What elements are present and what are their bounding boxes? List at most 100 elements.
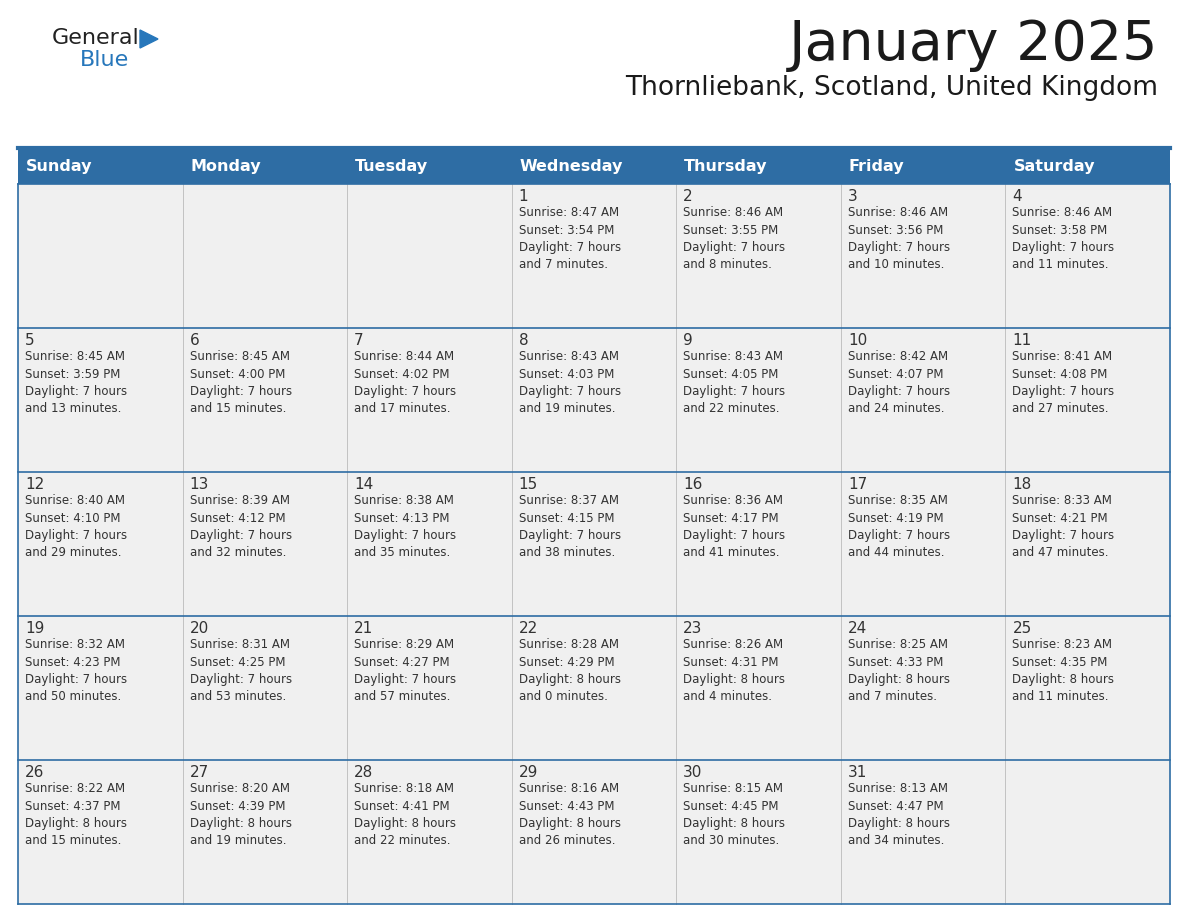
Text: 2: 2 <box>683 189 693 204</box>
Text: Sunrise: 8:29 AM
Sunset: 4:27 PM
Daylight: 7 hours
and 57 minutes.: Sunrise: 8:29 AM Sunset: 4:27 PM Dayligh… <box>354 638 456 703</box>
Text: Sunrise: 8:18 AM
Sunset: 4:41 PM
Daylight: 8 hours
and 22 minutes.: Sunrise: 8:18 AM Sunset: 4:41 PM Dayligh… <box>354 782 456 847</box>
Text: 4: 4 <box>1012 189 1022 204</box>
Bar <box>512 472 676 616</box>
Bar <box>512 328 676 472</box>
Text: 20: 20 <box>190 621 209 636</box>
Text: 3: 3 <box>848 189 858 204</box>
Text: Sunrise: 8:39 AM
Sunset: 4:12 PM
Daylight: 7 hours
and 32 minutes.: Sunrise: 8:39 AM Sunset: 4:12 PM Dayligh… <box>190 494 292 559</box>
Text: 14: 14 <box>354 477 373 492</box>
Text: Sunrise: 8:22 AM
Sunset: 4:37 PM
Daylight: 8 hours
and 15 minutes.: Sunrise: 8:22 AM Sunset: 4:37 PM Dayligh… <box>25 782 127 847</box>
Text: Sunrise: 8:46 AM
Sunset: 3:58 PM
Daylight: 7 hours
and 11 minutes.: Sunrise: 8:46 AM Sunset: 3:58 PM Dayligh… <box>1012 206 1114 272</box>
Bar <box>676 472 841 616</box>
Text: Sunrise: 8:46 AM
Sunset: 3:55 PM
Daylight: 7 hours
and 8 minutes.: Sunrise: 8:46 AM Sunset: 3:55 PM Dayligh… <box>683 206 785 272</box>
Bar <box>18 328 183 472</box>
Bar <box>183 760 347 904</box>
Text: Thornliebank, Scotland, United Kingdom: Thornliebank, Scotland, United Kingdom <box>625 75 1158 101</box>
Text: 23: 23 <box>683 621 702 636</box>
Text: 21: 21 <box>354 621 373 636</box>
Text: 24: 24 <box>848 621 867 636</box>
Text: Sunrise: 8:13 AM
Sunset: 4:47 PM
Daylight: 8 hours
and 34 minutes.: Sunrise: 8:13 AM Sunset: 4:47 PM Dayligh… <box>848 782 950 847</box>
Text: Sunrise: 8:43 AM
Sunset: 4:05 PM
Daylight: 7 hours
and 22 minutes.: Sunrise: 8:43 AM Sunset: 4:05 PM Dayligh… <box>683 350 785 416</box>
Bar <box>1005 760 1170 904</box>
Text: 16: 16 <box>683 477 702 492</box>
Bar <box>183 328 347 472</box>
Bar <box>512 616 676 760</box>
Bar <box>841 616 1005 760</box>
Text: Sunrise: 8:40 AM
Sunset: 4:10 PM
Daylight: 7 hours
and 29 minutes.: Sunrise: 8:40 AM Sunset: 4:10 PM Dayligh… <box>25 494 127 559</box>
Text: 22: 22 <box>519 621 538 636</box>
Bar <box>512 760 676 904</box>
Bar <box>183 616 347 760</box>
Bar <box>347 328 512 472</box>
Text: Sunrise: 8:26 AM
Sunset: 4:31 PM
Daylight: 8 hours
and 4 minutes.: Sunrise: 8:26 AM Sunset: 4:31 PM Dayligh… <box>683 638 785 703</box>
Bar <box>676 760 841 904</box>
Bar <box>18 616 183 760</box>
Text: Sunrise: 8:42 AM
Sunset: 4:07 PM
Daylight: 7 hours
and 24 minutes.: Sunrise: 8:42 AM Sunset: 4:07 PM Dayligh… <box>848 350 950 416</box>
Text: 31: 31 <box>848 765 867 780</box>
Text: Sunrise: 8:33 AM
Sunset: 4:21 PM
Daylight: 7 hours
and 47 minutes.: Sunrise: 8:33 AM Sunset: 4:21 PM Dayligh… <box>1012 494 1114 559</box>
Text: 13: 13 <box>190 477 209 492</box>
Text: 15: 15 <box>519 477 538 492</box>
Text: 25: 25 <box>1012 621 1031 636</box>
Text: Saturday: Saturday <box>1013 159 1095 174</box>
Text: Sunrise: 8:46 AM
Sunset: 3:56 PM
Daylight: 7 hours
and 10 minutes.: Sunrise: 8:46 AM Sunset: 3:56 PM Dayligh… <box>848 206 950 272</box>
Text: Sunrise: 8:23 AM
Sunset: 4:35 PM
Daylight: 8 hours
and 11 minutes.: Sunrise: 8:23 AM Sunset: 4:35 PM Dayligh… <box>1012 638 1114 703</box>
Bar <box>841 760 1005 904</box>
Text: Sunrise: 8:37 AM
Sunset: 4:15 PM
Daylight: 7 hours
and 38 minutes.: Sunrise: 8:37 AM Sunset: 4:15 PM Dayligh… <box>519 494 621 559</box>
Text: General: General <box>52 28 140 48</box>
Text: 12: 12 <box>25 477 44 492</box>
Text: Sunrise: 8:45 AM
Sunset: 3:59 PM
Daylight: 7 hours
and 13 minutes.: Sunrise: 8:45 AM Sunset: 3:59 PM Dayligh… <box>25 350 127 416</box>
Text: Sunrise: 8:28 AM
Sunset: 4:29 PM
Daylight: 8 hours
and 0 minutes.: Sunrise: 8:28 AM Sunset: 4:29 PM Dayligh… <box>519 638 620 703</box>
Bar <box>676 616 841 760</box>
Text: Sunrise: 8:47 AM
Sunset: 3:54 PM
Daylight: 7 hours
and 7 minutes.: Sunrise: 8:47 AM Sunset: 3:54 PM Dayligh… <box>519 206 621 272</box>
Text: Sunrise: 8:32 AM
Sunset: 4:23 PM
Daylight: 7 hours
and 50 minutes.: Sunrise: 8:32 AM Sunset: 4:23 PM Dayligh… <box>25 638 127 703</box>
Text: 6: 6 <box>190 333 200 348</box>
Bar <box>18 472 183 616</box>
Text: 10: 10 <box>848 333 867 348</box>
Bar <box>841 328 1005 472</box>
Text: 1: 1 <box>519 189 529 204</box>
Bar <box>183 472 347 616</box>
Text: 11: 11 <box>1012 333 1031 348</box>
Text: 28: 28 <box>354 765 373 780</box>
Bar <box>347 184 512 328</box>
Text: Wednesday: Wednesday <box>519 159 623 174</box>
Text: Sunrise: 8:31 AM
Sunset: 4:25 PM
Daylight: 7 hours
and 53 minutes.: Sunrise: 8:31 AM Sunset: 4:25 PM Dayligh… <box>190 638 292 703</box>
Text: Sunrise: 8:41 AM
Sunset: 4:08 PM
Daylight: 7 hours
and 27 minutes.: Sunrise: 8:41 AM Sunset: 4:08 PM Dayligh… <box>1012 350 1114 416</box>
Bar <box>512 184 676 328</box>
Bar <box>841 472 1005 616</box>
Text: Sunday: Sunday <box>26 159 93 174</box>
Bar <box>1005 472 1170 616</box>
Text: Tuesday: Tuesday <box>355 159 428 174</box>
Bar <box>18 760 183 904</box>
Text: Thursday: Thursday <box>684 159 767 174</box>
Text: Sunrise: 8:38 AM
Sunset: 4:13 PM
Daylight: 7 hours
and 35 minutes.: Sunrise: 8:38 AM Sunset: 4:13 PM Dayligh… <box>354 494 456 559</box>
Bar <box>18 184 183 328</box>
Text: Sunrise: 8:36 AM
Sunset: 4:17 PM
Daylight: 7 hours
and 41 minutes.: Sunrise: 8:36 AM Sunset: 4:17 PM Dayligh… <box>683 494 785 559</box>
Text: Monday: Monday <box>190 159 261 174</box>
Text: 8: 8 <box>519 333 529 348</box>
Text: 9: 9 <box>683 333 693 348</box>
Bar <box>183 184 347 328</box>
Text: Sunrise: 8:25 AM
Sunset: 4:33 PM
Daylight: 8 hours
and 7 minutes.: Sunrise: 8:25 AM Sunset: 4:33 PM Dayligh… <box>848 638 950 703</box>
Text: 30: 30 <box>683 765 702 780</box>
Text: Sunrise: 8:44 AM
Sunset: 4:02 PM
Daylight: 7 hours
and 17 minutes.: Sunrise: 8:44 AM Sunset: 4:02 PM Dayligh… <box>354 350 456 416</box>
Text: 26: 26 <box>25 765 44 780</box>
Text: 7: 7 <box>354 333 364 348</box>
Bar <box>347 760 512 904</box>
Bar <box>676 328 841 472</box>
Text: Sunrise: 8:35 AM
Sunset: 4:19 PM
Daylight: 7 hours
and 44 minutes.: Sunrise: 8:35 AM Sunset: 4:19 PM Dayligh… <box>848 494 950 559</box>
Text: January 2025: January 2025 <box>789 18 1158 72</box>
Text: Sunrise: 8:20 AM
Sunset: 4:39 PM
Daylight: 8 hours
and 19 minutes.: Sunrise: 8:20 AM Sunset: 4:39 PM Dayligh… <box>190 782 291 847</box>
Polygon shape <box>140 30 158 48</box>
Text: 5: 5 <box>25 333 34 348</box>
Text: 18: 18 <box>1012 477 1031 492</box>
Text: Friday: Friday <box>849 159 904 174</box>
Text: 19: 19 <box>25 621 44 636</box>
Bar <box>1005 328 1170 472</box>
Text: Sunrise: 8:15 AM
Sunset: 4:45 PM
Daylight: 8 hours
and 30 minutes.: Sunrise: 8:15 AM Sunset: 4:45 PM Dayligh… <box>683 782 785 847</box>
Bar <box>347 616 512 760</box>
Text: Sunrise: 8:45 AM
Sunset: 4:00 PM
Daylight: 7 hours
and 15 minutes.: Sunrise: 8:45 AM Sunset: 4:00 PM Dayligh… <box>190 350 292 416</box>
Bar <box>676 184 841 328</box>
Bar <box>347 472 512 616</box>
